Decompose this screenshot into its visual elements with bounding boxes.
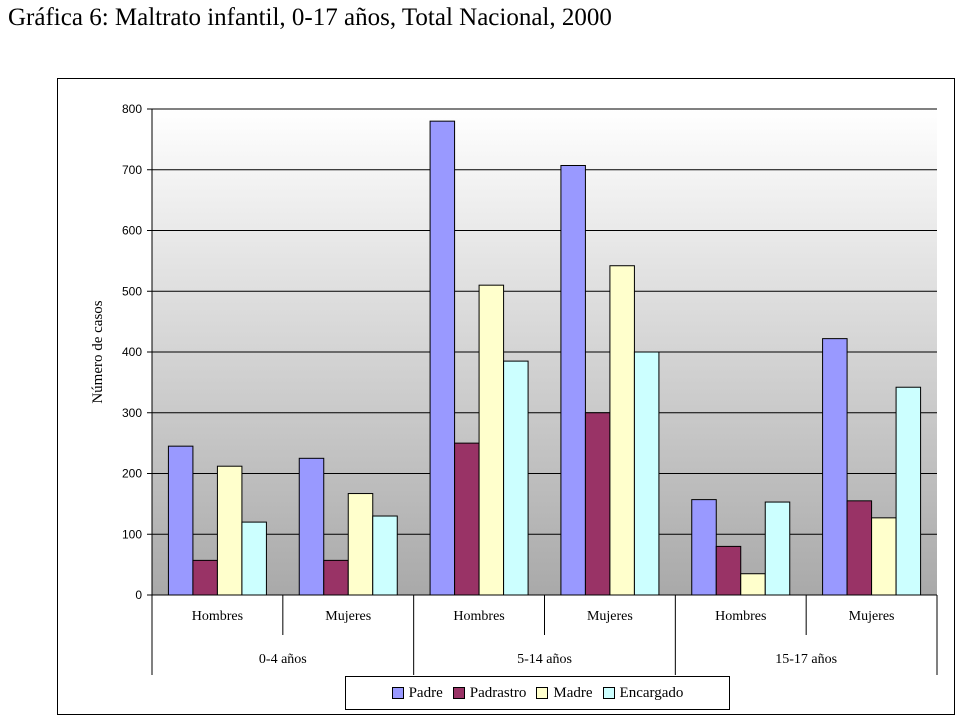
bar-encargado-1 (372, 515, 398, 596)
x-category-label: Mujeres (325, 609, 371, 624)
bar-padre-2 (429, 120, 456, 596)
y-tick-label: 400 (122, 345, 142, 359)
bar-chart: 0 100 200 300 400 500 600 700 800 Número de casos… (90, 102, 938, 675)
page-title: Gráfica 6: Maltrato infantil, 0-17 años,… (8, 4, 612, 31)
bar-madre-2 (478, 284, 505, 596)
legend-item-padre: Padre (391, 684, 443, 702)
y-axis-label: Número de casos (90, 300, 106, 403)
chart-legend: Padre Padrastro Madre Encargado (345, 676, 730, 710)
legend-swatch (452, 687, 465, 699)
y-tick-label: 0 (135, 588, 142, 602)
y-tick-label: 700 (122, 163, 142, 177)
bar-padre-1 (298, 457, 325, 596)
legend-swatch (602, 687, 615, 699)
bar-encargado-5 (895, 386, 922, 596)
bar-padrastro-0 (192, 559, 218, 596)
legend-swatch (391, 687, 404, 699)
bar-padrastro-2 (454, 442, 480, 596)
bar-padre-5 (822, 338, 848, 596)
bar-padre-4 (691, 499, 717, 596)
bar-padrastro-3 (584, 412, 611, 596)
bar-padrastro-1 (323, 559, 349, 596)
legend-label: Padrastro (469, 684, 527, 701)
x-category-label: Hombres (453, 609, 504, 624)
bar-encargado-2 (503, 360, 529, 596)
bar-encargado-4 (764, 501, 791, 596)
legend-label: Encargado (619, 684, 684, 701)
x-group-label: 15-17 años (775, 652, 837, 667)
bar-madre-5 (871, 517, 897, 596)
legend-swatch (536, 687, 549, 699)
legend-item-padrastro: Padrastro (452, 684, 527, 702)
legend-item-madre: Madre (536, 684, 593, 702)
y-tick-label: 500 (122, 284, 142, 298)
legend-label: Padre (408, 684, 443, 701)
bar-padre-0 (167, 445, 194, 596)
x-category-label: Mujeres (849, 609, 895, 624)
bar-madre-1 (347, 493, 374, 596)
bar-padrastro-4 (715, 545, 742, 596)
x-category-label: Hombres (192, 609, 243, 624)
x-category-label: Mujeres (587, 609, 633, 624)
bar-padrastro-5 (846, 500, 873, 596)
bar-encargado-0 (241, 521, 267, 596)
y-tick-label: 200 (122, 467, 142, 481)
x-group-label: 5-14 años (517, 652, 572, 667)
bar-madre-3 (609, 265, 635, 596)
y-tick-label: 800 (122, 102, 142, 116)
bar-madre-4 (740, 573, 766, 596)
legend-label: Madre (553, 684, 593, 701)
bar-encargado-3 (633, 351, 660, 596)
y-tick-label: 100 (122, 527, 142, 541)
bar-padre-3 (560, 164, 586, 596)
legend-item-encargado: Encargado (602, 684, 684, 702)
x-category-label: Hombres (715, 609, 766, 624)
y-tick-label: 300 (122, 406, 142, 420)
bar-madre-0 (216, 465, 243, 596)
y-tick-label: 600 (122, 224, 142, 238)
chart-frame: 0 100 200 300 400 500 600 700 800 Número de casos… (57, 78, 955, 715)
x-group-label: 0-4 años (259, 652, 307, 667)
